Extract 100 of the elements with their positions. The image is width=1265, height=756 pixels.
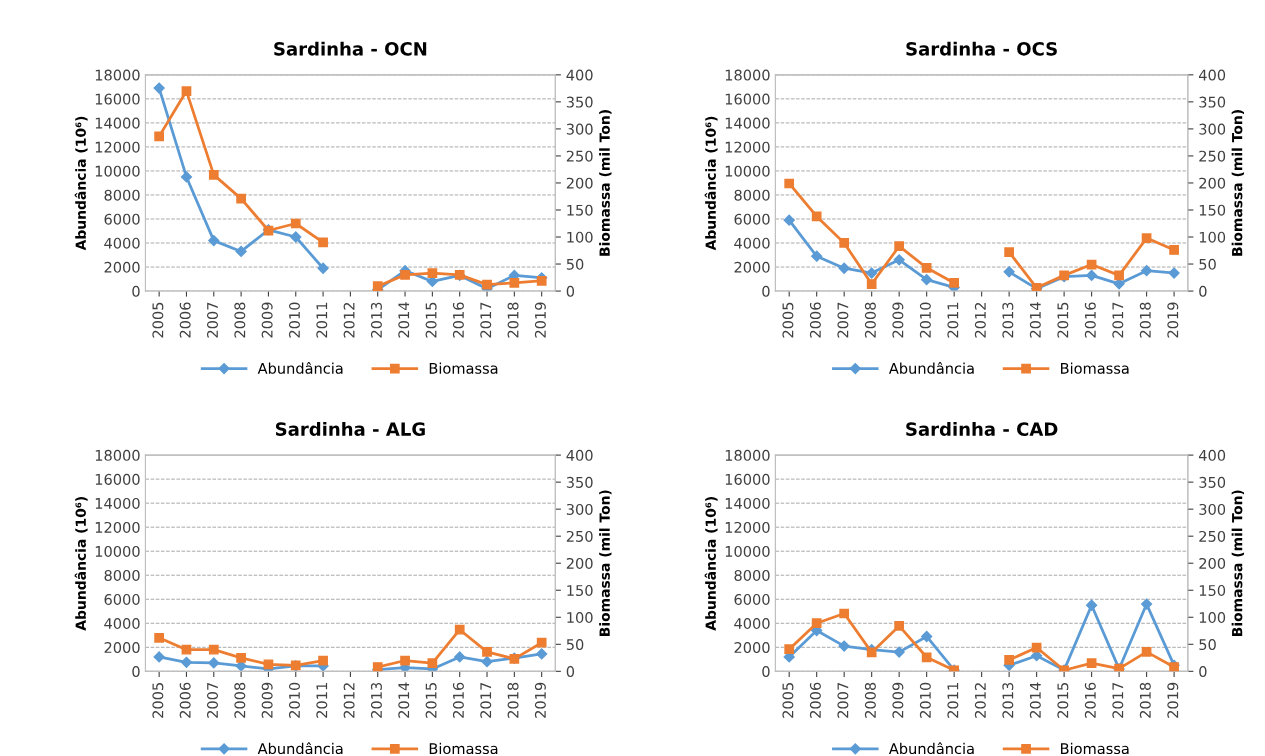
x-tick-label: 2016 [1084, 682, 1096, 718]
y2-tick-label: 400 [566, 449, 593, 461]
y2-tick-label: 250 [566, 150, 593, 162]
y-tick-label: 8000 [104, 189, 140, 201]
x-tick-label: 2007 [206, 302, 219, 338]
legend-label: Biomassa [1061, 742, 1129, 755]
x-tick-label: 2005 [782, 302, 794, 338]
y2-tick-label: 50 [566, 639, 584, 651]
y2-tick-label: 200 [566, 177, 593, 189]
x-tick-label: 2007 [206, 682, 219, 718]
x-tick-label: 2014 [1029, 302, 1041, 338]
x-tick-label: 2006 [809, 682, 821, 718]
chart-title: Sardinha - CAD [906, 421, 1058, 436]
y-tick-label: 14000 [725, 497, 770, 509]
x-tick-label: 2011 [947, 683, 959, 718]
y-tick-label: 0 [762, 666, 770, 678]
y-tick-label: 16000 [725, 473, 770, 485]
chart-title: Sardinha - OCS [906, 41, 1057, 56]
x-tick-label: 2006 [179, 302, 191, 338]
x-tick-label: 2019 [1167, 302, 1179, 338]
x-tick-label: 2017 [1112, 682, 1124, 718]
y-tick-label: 10000 [725, 165, 770, 177]
x-tick-label: 2011 [947, 302, 959, 338]
y-tick-label: 12000 [725, 521, 770, 533]
y-tick-label: 4000 [734, 618, 770, 630]
y2-tick-label: 100 [567, 611, 593, 624]
y2-tick-label: 400 [1198, 449, 1226, 461]
x-tick-label: 2006 [179, 682, 191, 718]
y2-tick-label: 250 [1199, 530, 1226, 542]
y2-tick-label: 100 [1199, 611, 1226, 624]
y-tick-label: 18000 [95, 69, 140, 81]
y2-axis-title: Biomassa (mil Ton) [599, 490, 612, 636]
y-tick-label: 16000 [725, 93, 770, 105]
y2-tick-label: 300 [1199, 503, 1226, 515]
y-tick-label: 14000 [95, 117, 140, 129]
x-tick-label: 2014 [398, 682, 410, 718]
y-tick-label: 8000 [104, 569, 140, 581]
y-axis-title: Abundância (10⁶) [704, 116, 718, 251]
legend-label: Biomassa [1061, 362, 1129, 374]
x-tick-label: 2008 [234, 302, 246, 338]
y-tick-label: 14000 [95, 497, 140, 509]
x-tick-label: 2017 [480, 682, 492, 718]
legend-label: Biomassa [429, 742, 498, 755]
y2-tick-label: 0 [566, 285, 575, 297]
x-tick-label: 2018 [1139, 682, 1151, 718]
x-tick-label: 2007 [837, 302, 849, 338]
y2-tick-label: 200 [566, 557, 593, 569]
y-tick-label: 12000 [725, 141, 770, 153]
y-tick-label: 16000 [95, 93, 140, 105]
y-tick-label: 6000 [104, 213, 140, 225]
y-tick-label: 12000 [95, 141, 140, 153]
y2-tick-label: 200 [1199, 557, 1226, 569]
x-tick-label: 2009 [892, 302, 904, 338]
y-tick-label: 2000 [104, 261, 140, 273]
y2-tick-label: 100 [567, 231, 593, 243]
x-tick-label: 2005 [152, 302, 164, 338]
x-tick-label: 2010 [288, 682, 300, 718]
y2-tick-label: 400 [566, 69, 593, 81]
y2-tick-label: 250 [1199, 150, 1226, 162]
y2-tick-label: 350 [566, 96, 593, 108]
y-tick-label: 8000 [734, 189, 770, 201]
x-tick-label: 2012 [343, 302, 355, 338]
x-tick-label: 2009 [261, 682, 273, 718]
x-tick-label: 2005 [782, 683, 794, 718]
y2-tick-label: 150 [1199, 584, 1226, 596]
y2-tick-label: 300 [566, 123, 593, 135]
x-tick-label: 2016 [452, 682, 464, 718]
y2-tick-label: 0 [1199, 666, 1207, 678]
y-tick-label: 4000 [104, 618, 140, 630]
x-tick-label: 2008 [864, 302, 876, 338]
y-tick-label: 14000 [725, 117, 770, 129]
y-tick-label: 2000 [734, 642, 770, 654]
x-tick-label: 2010 [288, 302, 300, 338]
y-axis-title: Abundância (10⁶) [74, 496, 88, 631]
x-tick-label: 2008 [234, 682, 246, 718]
y2-tick-label: 100 [1199, 231, 1226, 243]
y2-axis-title: Biomassa (mil Ton) [1231, 490, 1245, 636]
y-tick-label: 2000 [104, 642, 140, 654]
x-tick-label: 2019 [534, 682, 546, 718]
y2-tick-label: 200 [1199, 177, 1226, 189]
x-tick-label: 2008 [864, 682, 876, 718]
x-tick-label: 2013 [1002, 302, 1014, 338]
y-tick-label: 10000 [725, 545, 770, 557]
y-tick-label: 4000 [104, 237, 140, 249]
y2-tick-label: 150 [1199, 204, 1226, 216]
y-axis-title: Abundância (10⁶) [704, 496, 718, 631]
y-tick-label: 6000 [734, 593, 770, 605]
x-tick-label: 2009 [892, 682, 904, 718]
x-tick-label: 2017 [1112, 302, 1124, 338]
y-tick-label: 18000 [95, 449, 140, 461]
x-tick-label: 2015 [425, 302, 437, 338]
x-tick-label: 2013 [370, 682, 382, 718]
chart-title: Sardinha - ALG [275, 421, 425, 436]
legend-label: Abundância [257, 361, 343, 374]
y2-tick-label: 50 [566, 258, 584, 270]
y-tick-label: 18000 [725, 69, 770, 81]
x-tick-label: 2019 [534, 302, 546, 338]
x-tick-label: 2005 [152, 683, 164, 718]
x-tick-label: 2010 [919, 302, 931, 338]
y2-tick-label: 50 [1199, 258, 1216, 270]
